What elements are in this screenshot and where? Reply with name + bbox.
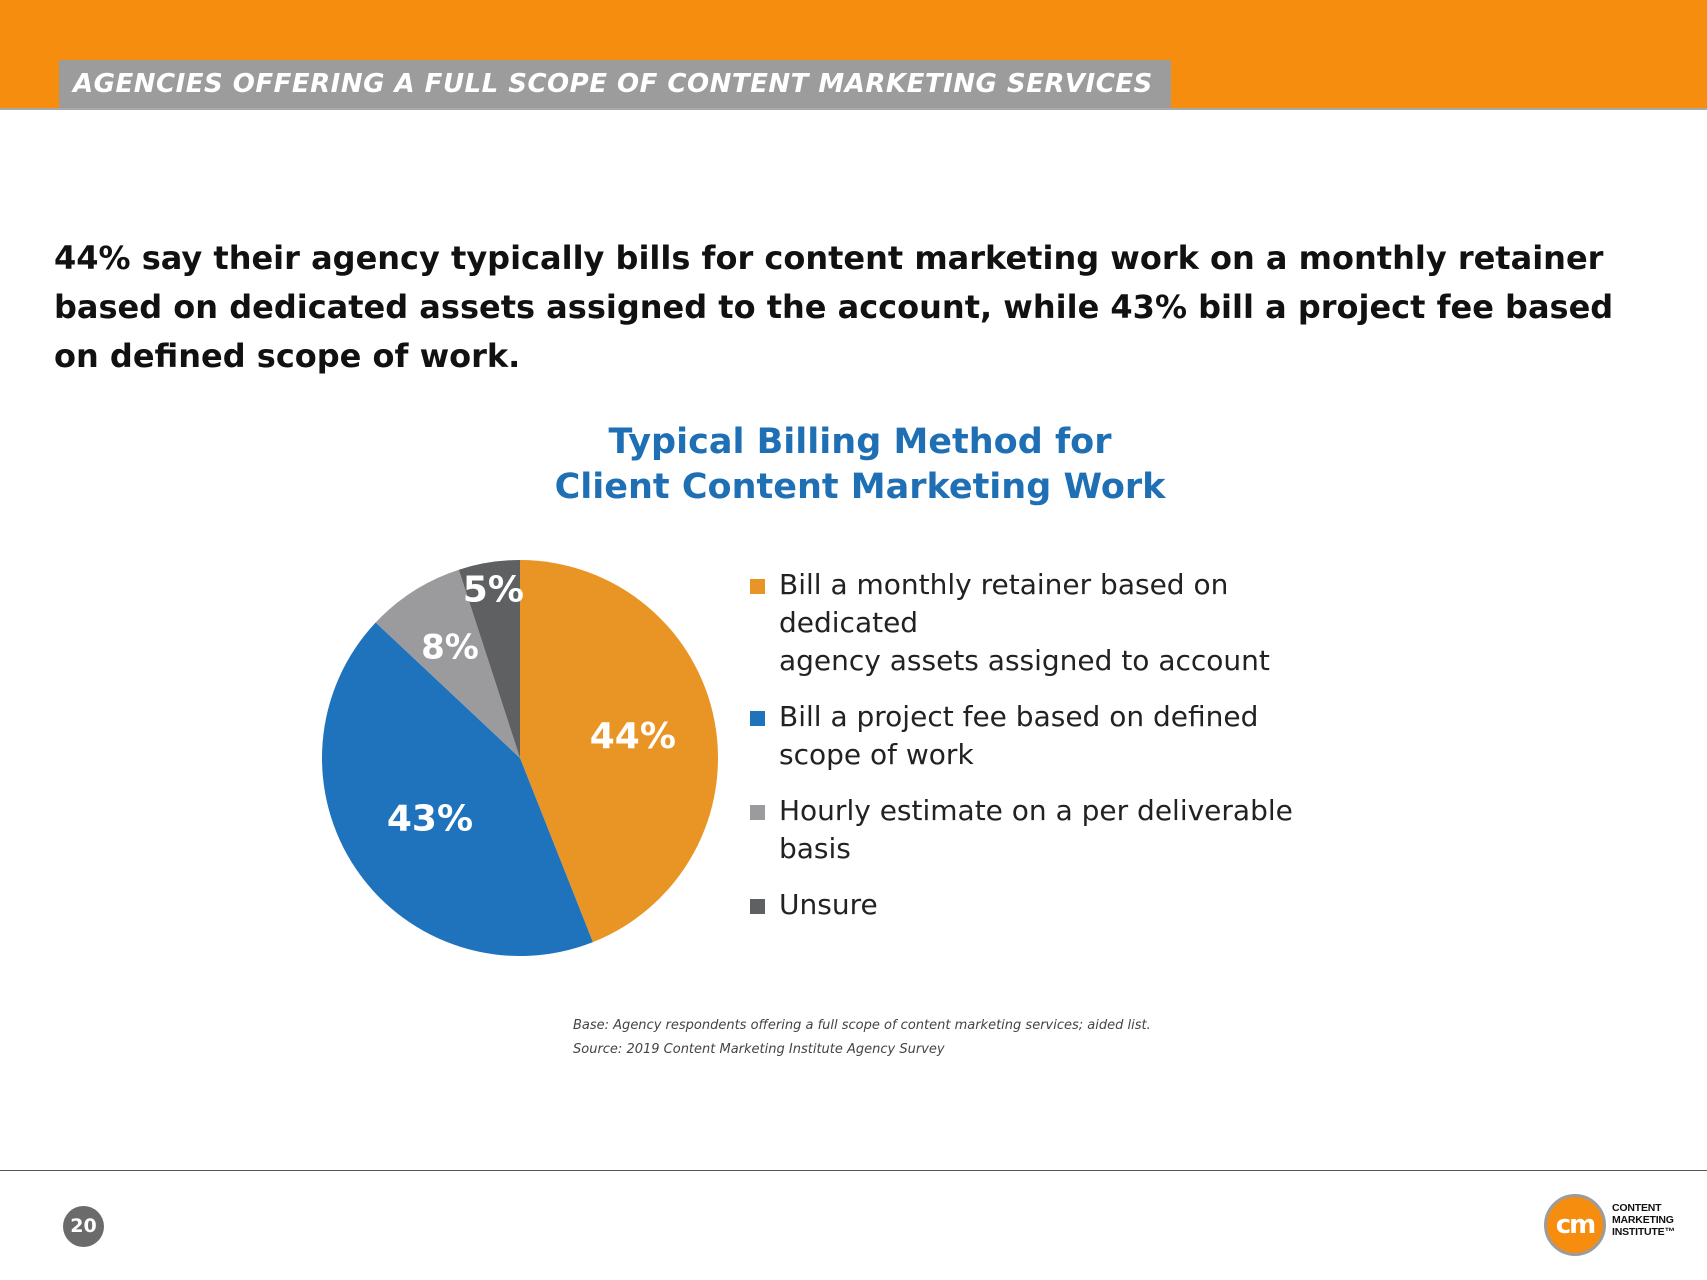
headline: 44% say their agency typically bills for… — [54, 239, 1614, 375]
chart-legend: Bill a monthly retainer based on dedicat… — [750, 566, 1390, 924]
cm-logo-mark: cm — [1544, 1194, 1606, 1256]
footnote-source: Source: 2019 Content Marketing Institute… — [573, 1042, 945, 1057]
section-title: AGENCIES OFFERING A FULL SCOPE OF CONTEN… — [59, 60, 1171, 108]
slice-value-label: 43% — [387, 799, 473, 840]
legend-label: Bill a project fee based on defined scope… — [779, 700, 1259, 771]
footnote-base: Base: Agency respondents offering a full… — [573, 1018, 1151, 1033]
chart-title-line-1: Typical Billing Method for — [608, 422, 1112, 462]
logo-line: MARKETING — [1612, 1214, 1674, 1226]
slice-value-label: 5% — [463, 569, 524, 610]
legend-label: Unsure — [779, 888, 878, 921]
logo-wordmark: CONTENT MARKETING INSTITUTE™ — [1612, 1202, 1694, 1238]
legend-item: Bill a monthly retainer based on dedicat… — [750, 566, 1390, 680]
legend-swatch — [750, 805, 765, 820]
chart-title: Typical Billing Method for Client Conten… — [500, 420, 1220, 510]
pie-slice — [322, 622, 593, 956]
pie-slice — [458, 560, 520, 758]
legend-label: Bill a monthly retainer based on dedicat… — [779, 568, 1270, 677]
legend-item: Bill a project fee based on defined scope… — [750, 698, 1390, 774]
cmi-logo: cm CONTENT MARKETING INSTITUTE™ — [1544, 1192, 1694, 1258]
page-number: 20 — [63, 1206, 104, 1247]
legend-swatch — [750, 711, 765, 726]
legend-label: Hourly estimate on a per deliverable bas… — [779, 794, 1293, 865]
pie-chart: 44% 43% 8% 5% — [322, 560, 718, 956]
logo-line: INSTITUTE™ — [1612, 1226, 1675, 1238]
legend-swatch — [750, 899, 765, 914]
chart-title-line-2: Client Content Marketing Work — [554, 467, 1166, 507]
footnotes: Base: Agency respondents offering a full… — [573, 1014, 1273, 1062]
slice-value-label: 8% — [421, 628, 479, 668]
pie-slice — [375, 569, 520, 758]
slice-value-label: 44% — [590, 716, 676, 757]
logo-line: CONTENT — [1612, 1202, 1662, 1214]
header-bar: AGENCIES OFFERING A FULL SCOPE OF CONTEN… — [0, 0, 1707, 110]
legend-swatch — [750, 579, 765, 594]
legend-item: Hourly estimate on a per deliverable bas… — [750, 792, 1390, 868]
footer-divider — [0, 1170, 1707, 1171]
legend-item: Unsure — [750, 886, 1390, 924]
pie-slice — [520, 560, 718, 943]
